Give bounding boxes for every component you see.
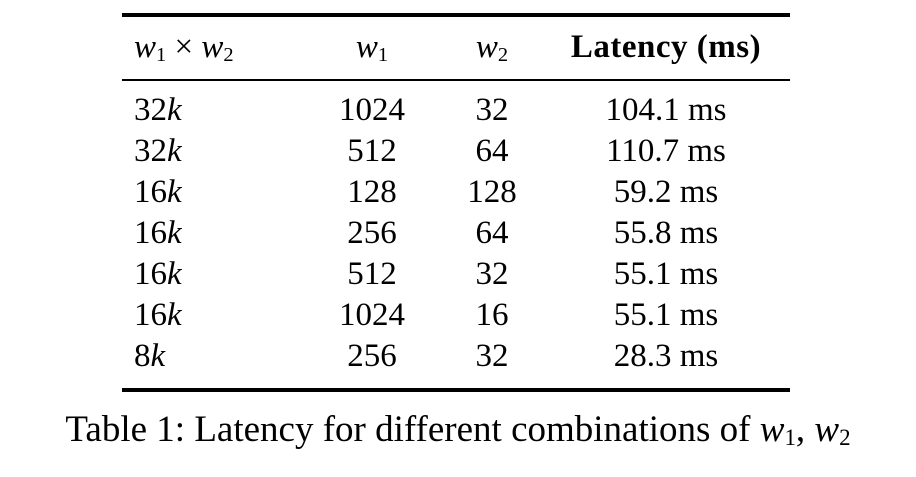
cell-w1: 1024 [339,297,405,333]
cell-w1: 1024 [339,92,405,128]
table-row: 32k 512 64 110.7 ms [122,131,790,172]
cell-latency: 28.3 ms [613,338,719,374]
table-body: 32k 1024 32 104.1 ms 32k 512 64 110.7 ms… [122,80,790,390]
cell-latency: 55.1 ms [613,256,719,292]
table-row: 16k 512 32 55.1 ms [122,254,790,295]
cell-w2: 32 [475,92,509,128]
table-row: 32k 1024 32 104.1 ms [122,80,790,131]
cell-w1: 128 [347,174,397,210]
cell-latency: 59.2 ms [613,174,719,210]
col-header-latency: Latency (ms) [542,15,790,81]
latency-table: w1 × w2 w1 w2 Latency (ms) 32k 1024 32 1… [122,13,790,392]
col-header-w1xw2: w1 × w2 [122,15,302,81]
cell-w2: 32 [475,256,509,292]
cell-w1: 512 [347,256,397,292]
cell-w1: 512 [347,133,397,169]
table-row: 16k 256 64 55.8 ms [122,213,790,254]
cell-w2: 64 [475,133,509,169]
table-caption: Table 1: Latency for different combinati… [65,409,851,451]
cell-latency: 55.8 ms [613,215,719,251]
cell-w1xw2: 16k [134,174,182,210]
table-row: 16k 128 128 59.2 ms [122,172,790,213]
cell-w1xw2: 32k [134,92,182,128]
table-header: w1 × w2 w1 w2 Latency (ms) [122,15,790,81]
cell-latency: 104.1 ms [605,92,727,128]
col-header-w1: w1 [302,15,442,81]
cell-latency: 110.7 ms [606,133,726,169]
cell-w1xw2: 8k [134,338,166,374]
cell-w1: 256 [347,215,397,251]
table-row: 16k 1024 16 55.1 ms [122,295,790,336]
header-row: w1 × w2 w1 w2 Latency (ms) [122,15,790,81]
cell-w2: 128 [467,174,517,210]
cell-w2: 16 [475,297,509,333]
cell-w1xw2: 16k [134,256,182,292]
cell-w1xw2: 32k [134,133,182,169]
cell-w1xw2: 16k [134,215,182,251]
cell-w2: 32 [475,338,509,374]
cell-w1xw2: 16k [134,297,182,333]
col-header-w2: w2 [442,15,542,81]
cell-latency: 55.1 ms [613,297,719,333]
cell-w1: 256 [347,338,397,374]
cell-w2: 64 [475,215,509,251]
table-row: 8k 256 32 28.3 ms [122,336,790,390]
